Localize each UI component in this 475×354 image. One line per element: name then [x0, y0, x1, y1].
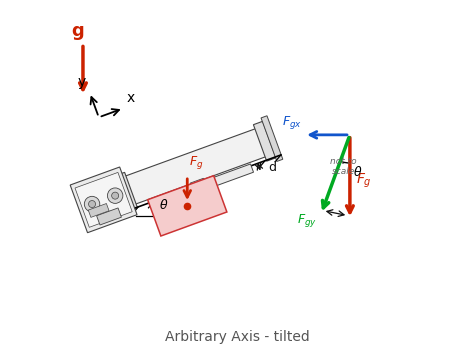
Polygon shape	[75, 172, 132, 227]
Text: $F_{gy}$: $F_{gy}$	[297, 212, 317, 229]
Text: $F_g$: $F_g$	[355, 172, 371, 190]
Polygon shape	[253, 121, 276, 161]
Polygon shape	[88, 204, 109, 217]
Polygon shape	[70, 167, 137, 233]
Polygon shape	[114, 172, 137, 211]
Polygon shape	[96, 208, 122, 225]
Polygon shape	[178, 164, 254, 199]
Text: not to
scale: not to scale	[330, 157, 357, 176]
Circle shape	[88, 201, 95, 207]
Polygon shape	[190, 178, 208, 196]
Polygon shape	[121, 127, 270, 206]
Text: $F_{gx}$: $F_{gx}$	[283, 114, 303, 131]
Polygon shape	[261, 116, 283, 161]
Text: g: g	[71, 22, 84, 40]
Circle shape	[112, 192, 119, 199]
Circle shape	[107, 188, 123, 204]
Text: $F_g$: $F_g$	[189, 154, 203, 171]
Text: y: y	[78, 75, 86, 89]
Text: $\theta$: $\theta$	[159, 198, 169, 212]
Circle shape	[85, 196, 100, 212]
Text: Arbitrary Axis - tilted: Arbitrary Axis - tilted	[165, 330, 310, 344]
Text: d: d	[268, 161, 276, 174]
Text: $\theta$: $\theta$	[353, 165, 363, 179]
Polygon shape	[148, 176, 227, 236]
Text: x: x	[127, 91, 135, 105]
